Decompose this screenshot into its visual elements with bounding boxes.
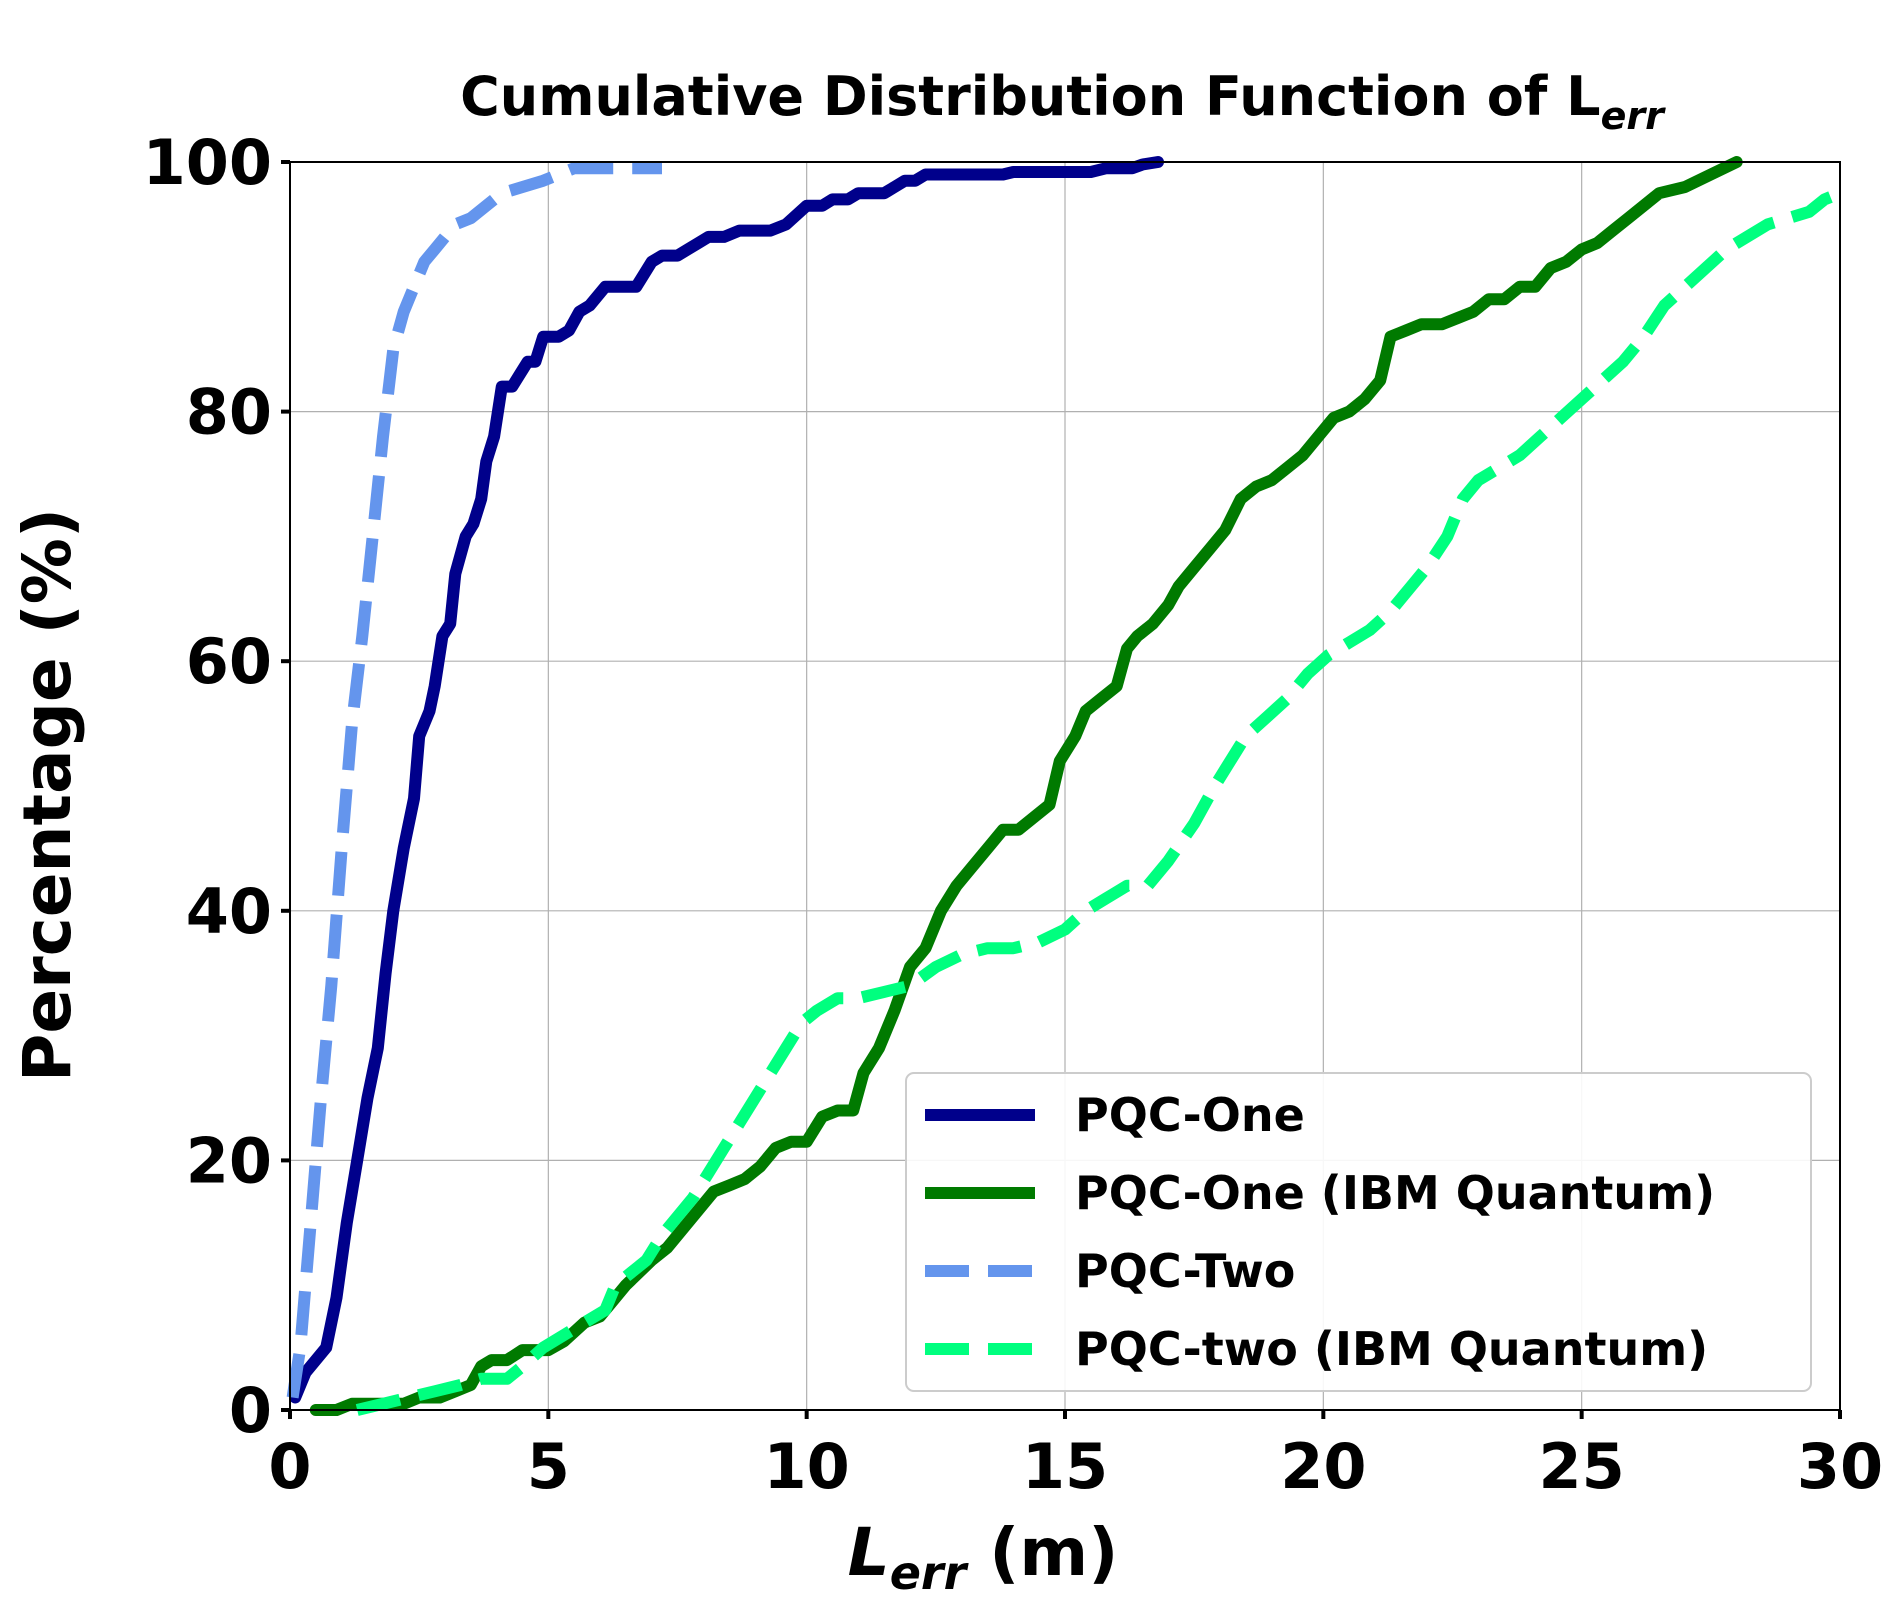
legend-label-1: PQC-One (IBM Quantum) [1075,1166,1715,1220]
series-line-0 [289,156,1164,1404]
tick-labels: 0 5 10 15 20 25 30 0 20 40 60 80 100 [143,126,1884,1503]
axes [281,160,1842,1419]
y-tick-label: 20 [186,1124,272,1197]
series-line-3 [355,187,1840,1416]
x-tick-label: 10 [764,1430,850,1503]
legend-label-2: PQC-Two [1075,1244,1295,1298]
x-tick-label: 5 [527,1430,570,1503]
x-tick-label: 15 [1022,1430,1108,1503]
legend-label-0: PQC-One [1075,1088,1305,1142]
legend: PQC-One PQC-One (IBM Quantum) PQC-Two PQC-t… [905,1072,1812,1392]
x-tick-label: 20 [1280,1430,1366,1503]
series-lines [286,156,1840,1416]
legend-box [905,1072,1812,1392]
x-axis-label: Lerr (m) [848,1514,1119,1600]
x-tick-label: 0 [268,1430,311,1503]
series-line-2 [286,162,662,1399]
chart-title: Cumulative Distribution Function of Lerr [460,65,1666,138]
y-tick-label: 60 [186,625,272,698]
y-tick-label: 0 [229,1374,272,1447]
y-tick-label: 100 [143,126,272,199]
y-tick-label: 80 [186,376,272,449]
y-axis-label: Percentage (%) [9,508,86,1082]
x-tick-label: 30 [1797,1430,1883,1503]
x-tick-label: 25 [1539,1430,1625,1503]
y-tick-label: 40 [186,875,272,948]
legend-label-3: PQC-two (IBM Quantum) [1075,1322,1708,1376]
